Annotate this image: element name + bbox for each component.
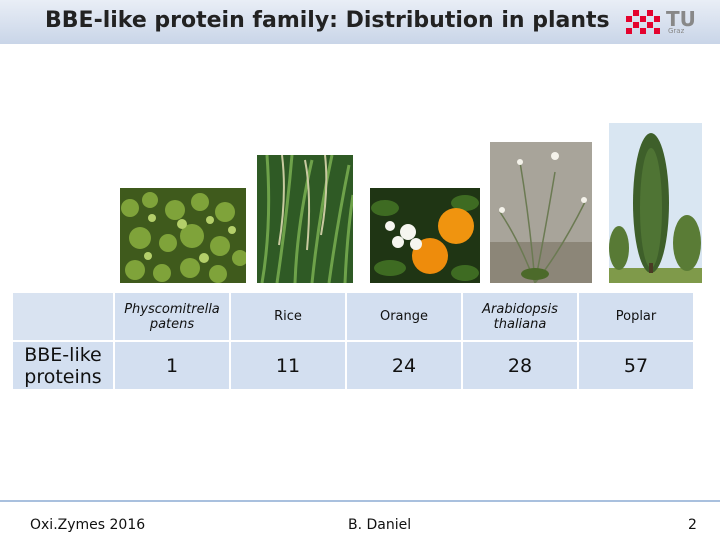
rice-photo [257,155,353,283]
value-orange: 24 [347,342,461,389]
table-corner-cell [13,293,113,340]
logo-tu-text: TU [666,7,696,31]
arabidopsis-photo [490,142,592,283]
tu-graz-logo: TU Graz [626,7,696,36]
page-number: 2 [688,517,697,533]
col-header-physcomitrella: Physcomitrella patens [115,293,229,340]
logo-squares-icon [626,10,660,34]
page-title: BBE-like protein family: Distribution in… [45,8,610,33]
footer-conference: Oxi.Zymes 2016 [30,517,146,533]
moss-photo [120,188,246,283]
col-header-arabidopsis: Arabidopsis thaliana [463,293,577,340]
col-header-orange: Orange [347,293,461,340]
protein-count-table: Physcomitrella patens Rice Orange Arabid… [11,291,695,391]
value-poplar: 57 [579,342,693,389]
col-header-poplar: Poplar [579,293,693,340]
table-row: BBE-like proteins 1 11 24 28 57 [13,342,693,389]
title-bar: BBE-like protein family: Distribution in… [0,0,720,44]
footer-author: B. Daniel [348,517,412,533]
logo-graz-text: Graz [668,27,685,35]
row-label: BBE-like proteins [13,342,113,389]
table-header-row: Physcomitrella patens Rice Orange Arabid… [13,293,693,340]
value-physcomitrella: 1 [115,342,229,389]
orange-photo [370,188,480,283]
col-header-rice: Rice [231,293,345,340]
value-rice: 11 [231,342,345,389]
poplar-photo [609,123,702,283]
footer-divider [0,500,720,502]
value-arabidopsis: 28 [463,342,577,389]
